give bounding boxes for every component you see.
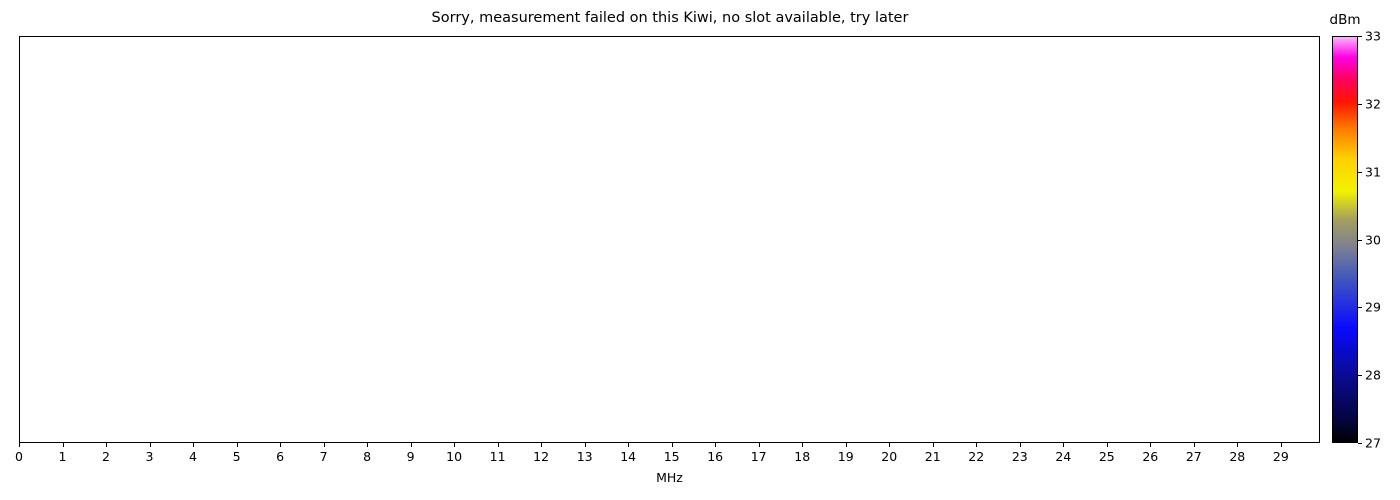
x-axis-tick-mark [149, 443, 151, 447]
x-axis-tick-mark [1150, 443, 1152, 447]
x-axis-tick-label: 3 [145, 449, 154, 464]
colorbar-tick-label: 30 [1365, 232, 1381, 247]
x-axis-tick-mark [62, 443, 64, 447]
colorbar-tick-label: 27 [1365, 435, 1381, 451]
x-axis-tick-label: 22 [968, 449, 985, 464]
colorbar [1332, 36, 1358, 443]
x-axis-tick-label: 10 [446, 449, 463, 464]
x-axis-tick-label: 18 [794, 449, 811, 464]
x-axis-tick-mark [1193, 443, 1195, 447]
page-title: Sorry, measurement failed on this Kiwi, … [431, 10, 909, 26]
colorbar-tick-label: 32 [1365, 96, 1381, 112]
colorbar-tick-mark [1358, 307, 1362, 309]
x-axis-tick-label: 26 [1142, 449, 1159, 464]
colorbar-tick-mark [1358, 171, 1362, 173]
x-axis-tick-mark [106, 443, 108, 447]
colorbar-tick-mark [1358, 239, 1362, 241]
x-axis-tick-label: 8 [363, 449, 372, 464]
x-axis-tick-mark [236, 443, 238, 447]
colorbar-tick-label: 31 [1365, 164, 1381, 180]
x-axis-tick-mark [193, 443, 195, 447]
x-axis-tick-label: 6 [276, 449, 285, 464]
colorbar-label: dBm [1329, 12, 1361, 28]
x-axis-tick-label: 16 [707, 449, 724, 464]
x-axis-tick-label: 15 [663, 449, 680, 464]
x-axis-tick-mark [410, 443, 412, 447]
x-axis-tick-label: 7 [319, 449, 328, 464]
x-axis-tick-mark [1019, 443, 1021, 447]
colorbar-tick-mark [1358, 103, 1362, 105]
x-axis-tick-label: 21 [924, 449, 941, 464]
colorbar-tick-label: 28 [1365, 367, 1381, 383]
x-axis-tick-label: 19 [837, 449, 854, 464]
x-axis-tick-mark [889, 443, 891, 447]
x-axis-tick-label: 27 [1185, 449, 1202, 464]
x-axis-tick-mark [671, 443, 673, 447]
x-axis-tick-mark [454, 443, 456, 447]
x-axis-tick-label: 29 [1272, 449, 1289, 464]
x-axis-tick-mark [802, 443, 804, 447]
plot-data-area [20, 37, 1319, 442]
x-axis-tick-label: 28 [1229, 449, 1246, 464]
x-axis-tick-label: 24 [1055, 449, 1072, 464]
x-axis-label: MHz [656, 470, 683, 485]
x-axis-tick-mark [280, 443, 282, 447]
x-axis-tick-mark [932, 443, 934, 447]
x-axis-tick-mark [497, 443, 499, 447]
colorbar-tick-label: 33 [1365, 28, 1381, 44]
x-axis-tick-mark [1106, 443, 1108, 447]
colorbar-gradient [1332, 36, 1358, 443]
plot-axes-frame [19, 36, 1320, 443]
colorbar-tick-mark [1358, 36, 1362, 37]
x-axis-tick-mark [715, 443, 717, 447]
x-axis-tick-mark [541, 443, 543, 447]
x-axis-tick-mark [323, 443, 325, 447]
x-axis-tick-label: 25 [1098, 449, 1115, 464]
x-axis-tick-mark [1280, 443, 1282, 447]
x-axis-tick-mark [758, 443, 760, 447]
x-axis-tick-label: 1 [58, 449, 67, 464]
x-axis-tick-label: 11 [489, 449, 506, 464]
x-axis-tick-label: 20 [881, 449, 898, 464]
x-axis-tick-label: 17 [750, 449, 767, 464]
x-axis-tick-mark [1237, 443, 1239, 447]
x-axis-tick-label: 13 [576, 449, 593, 464]
x-axis-tick-mark [19, 443, 20, 447]
x-axis-tick-label: 2 [102, 449, 110, 464]
x-axis-tick-mark [1063, 443, 1065, 447]
x-axis-tick-mark [584, 443, 586, 447]
x-axis-tick-label: 12 [533, 449, 550, 464]
x-axis-tick-label: 4 [189, 449, 198, 464]
x-axis-tick-mark [367, 443, 369, 447]
x-axis-tick-label: 23 [1011, 449, 1028, 464]
x-axis-tick-mark [845, 443, 847, 447]
x-axis-tick-mark [976, 443, 978, 447]
x-axis-tick-label: 0 [15, 449, 23, 464]
x-axis-tick-label: 5 [232, 449, 241, 464]
x-axis-tick-mark [628, 443, 630, 447]
colorbar-tick-mark [1358, 443, 1362, 444]
colorbar-tick-label: 29 [1365, 299, 1381, 315]
colorbar-tick-mark [1358, 375, 1362, 377]
x-axis-tick-label: 9 [406, 449, 415, 464]
x-axis-tick-label: 14 [620, 449, 637, 464]
